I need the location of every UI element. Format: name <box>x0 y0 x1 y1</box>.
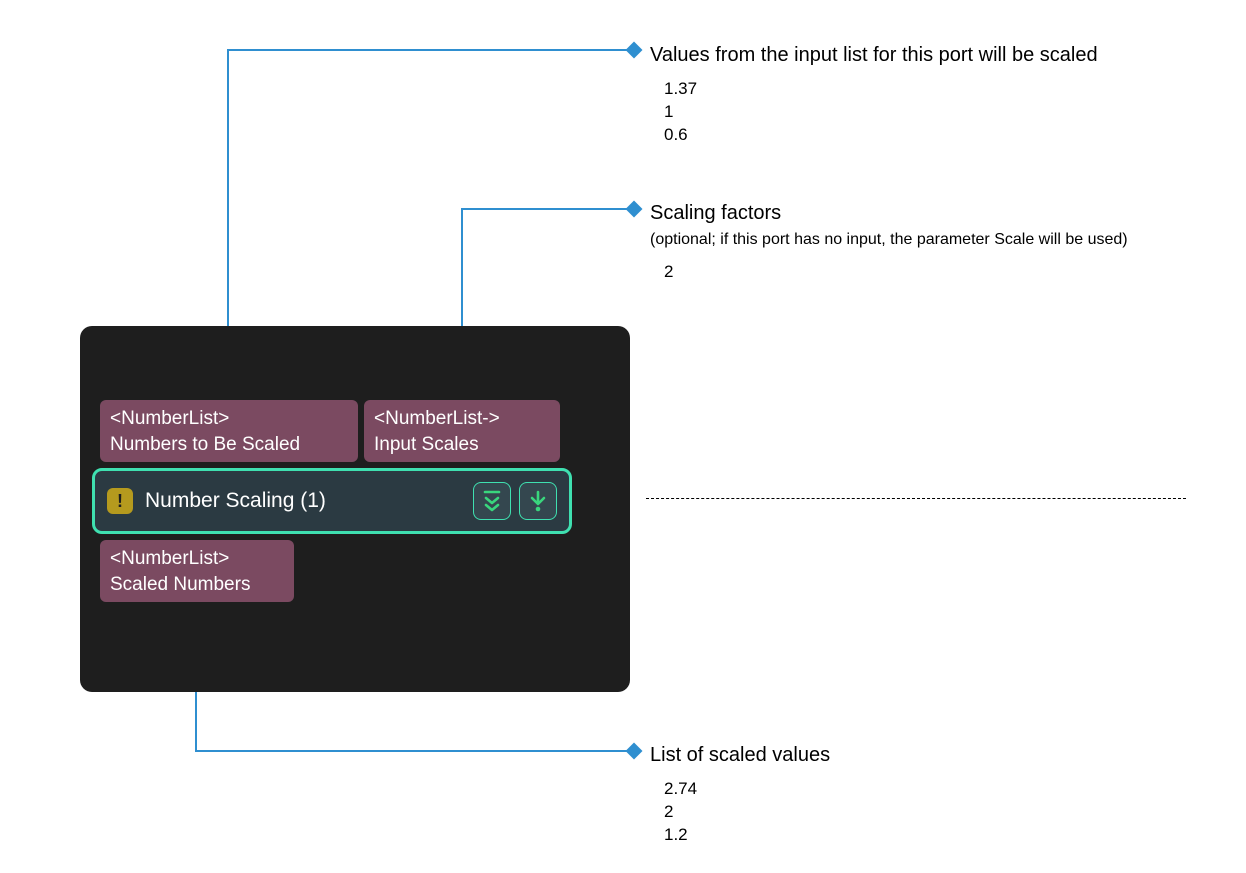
annotation-scaling-factors: Scaling factors (optional; if this port … <box>650 200 1128 284</box>
annotation-value: 2 <box>664 261 1128 284</box>
annotation-title: Scaling factors <box>650 200 1128 226</box>
output-port-scaled-numbers[interactable]: <NumberList> Scaled Numbers <box>100 540 294 602</box>
annotation-input-values: Values from the input list for this port… <box>650 42 1098 147</box>
expand-down-icon[interactable] <box>473 482 511 520</box>
horizontal-separator <box>646 498 1186 499</box>
port-name-label: Input Scales <box>374 432 550 458</box>
annotation-values: 1.37 1 0.6 <box>664 78 1098 147</box>
port-name-label: Numbers to Be Scaled <box>110 432 348 458</box>
input-port-input-scales[interactable]: <NumberList-> Input Scales <box>364 400 560 462</box>
annotation-value: 2.74 <box>664 778 830 801</box>
annotation-output-values: List of scaled values 2.74 2 1.2 <box>650 742 830 847</box>
arrow-down-dot-icon <box>529 490 547 512</box>
annotation-value: 1.2 <box>664 824 830 847</box>
port-type-label: <NumberList> <box>110 406 348 432</box>
input-port-numbers-to-be-scaled[interactable]: <NumberList> Numbers to Be Scaled <box>100 400 358 462</box>
port-type-label: <NumberList-> <box>374 406 550 432</box>
annotation-subtitle: (optional; if this port has no input, th… <box>650 230 1128 251</box>
port-type-label: <NumberList> <box>110 546 284 572</box>
annotation-title: List of scaled values <box>650 742 830 768</box>
diagram-canvas: <NumberList> Numbers to Be Scaled <Numbe… <box>0 0 1246 873</box>
warning-icon: ! <box>107 488 133 514</box>
annotation-values: 2 <box>664 261 1128 284</box>
step-down-icon[interactable] <box>519 482 557 520</box>
node-title: Number Scaling (1) <box>145 489 465 513</box>
annotation-title: Values from the input list for this port… <box>650 42 1098 68</box>
port-name-label: Scaled Numbers <box>110 572 284 598</box>
annotation-values: 2.74 2 1.2 <box>664 778 830 847</box>
annotation-value: 1 <box>664 101 1098 124</box>
annotation-value: 2 <box>664 801 830 824</box>
double-chevron-down-icon <box>482 490 502 512</box>
annotation-value: 0.6 <box>664 124 1098 147</box>
node-body[interactable]: ! Number Scaling (1) <box>92 468 572 534</box>
annotation-value: 1.37 <box>664 78 1098 101</box>
